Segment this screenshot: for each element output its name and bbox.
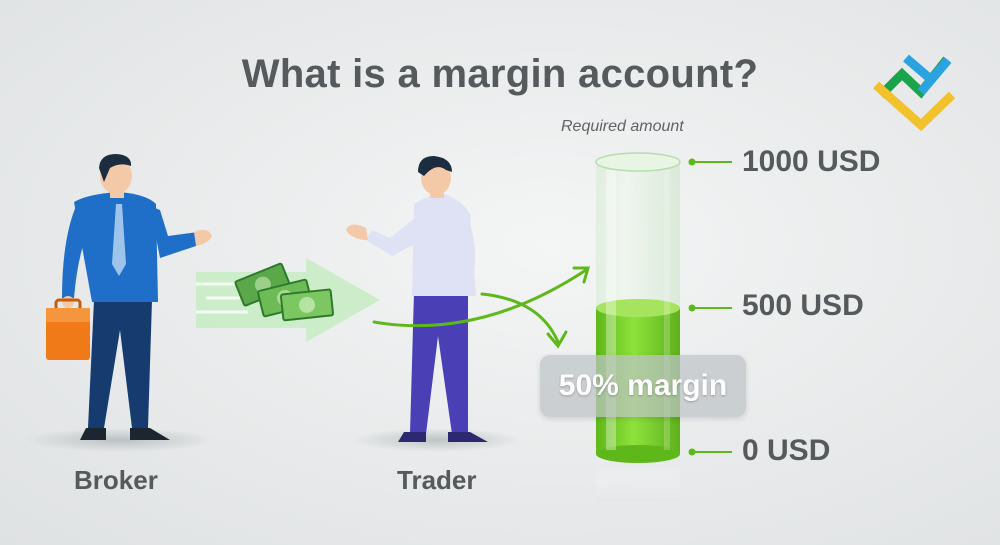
margin-badge: 50% margin [540, 355, 746, 417]
liquid-surface [596, 299, 680, 317]
tick-dot [688, 158, 696, 166]
briefcase-icon [46, 298, 90, 360]
broker-figure [46, 154, 212, 440]
curved-arrow-icon [372, 266, 590, 349]
money-icon [234, 262, 335, 322]
level-ticks [692, 161, 732, 453]
broker-shadow [25, 428, 215, 452]
measuring-tube [595, 152, 681, 502]
tick-dot [688, 448, 696, 456]
broker-label: Broker [74, 465, 158, 495]
level-mid-label: 500 USD [742, 289, 864, 322]
trader-label: Trader [397, 465, 477, 495]
page-title: What is a margin account? [241, 52, 759, 96]
trader-shadow [352, 428, 522, 452]
required-amount-label: Required amount [561, 118, 684, 135]
level-bottom-label: 0 USD [742, 434, 831, 467]
level-top-label: 1000 USD [742, 145, 881, 178]
trader-figure [346, 156, 488, 442]
logo-icon [873, 54, 956, 132]
tick-dot [688, 304, 696, 312]
